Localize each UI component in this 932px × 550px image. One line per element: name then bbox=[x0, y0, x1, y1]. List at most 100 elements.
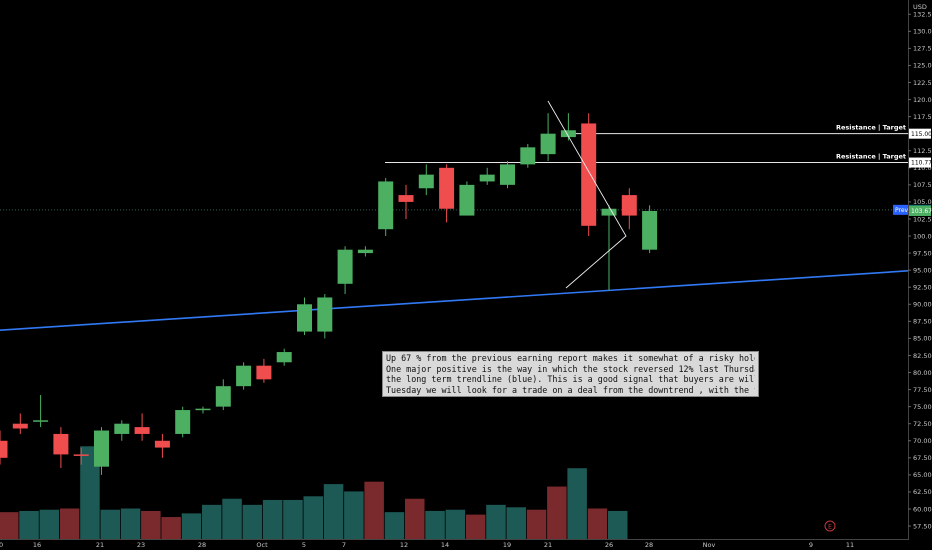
candle-body bbox=[215, 386, 231, 407]
candle-body bbox=[581, 123, 597, 226]
x-tick-label: 28 bbox=[645, 541, 653, 549]
volume-bar bbox=[526, 509, 547, 539]
candle-body bbox=[134, 427, 150, 434]
candle-body bbox=[154, 440, 170, 448]
resistance-label: Resistance | Target bbox=[836, 153, 906, 162]
note-line-3: the long term trendline (blue). This is … bbox=[386, 374, 755, 385]
candle-body bbox=[560, 130, 576, 138]
x-tick-label: 0 bbox=[0, 541, 3, 549]
x-tick-label: 19 bbox=[503, 541, 511, 549]
y-tick-label: 90.00 bbox=[913, 301, 932, 309]
candle-body bbox=[317, 297, 333, 332]
earnings-marker bbox=[824, 520, 836, 532]
y-tick-label: 62.50 bbox=[913, 488, 932, 496]
x-tick-label: 28 bbox=[198, 541, 206, 549]
volume-bar bbox=[547, 486, 567, 539]
volume-bar bbox=[100, 509, 120, 539]
candle-body bbox=[540, 133, 556, 155]
volume-bar bbox=[384, 512, 405, 539]
candle-body bbox=[114, 423, 130, 434]
x-tick-label: 7 bbox=[342, 541, 346, 549]
volume-bar bbox=[465, 514, 486, 539]
volume-bar bbox=[181, 513, 202, 539]
candle-body bbox=[439, 167, 455, 209]
x-tick-label: Oct bbox=[256, 541, 268, 549]
resistance-label: Resistance | Target bbox=[836, 124, 906, 133]
candle-body bbox=[418, 174, 434, 189]
candle-body bbox=[357, 249, 373, 254]
volume-bar bbox=[486, 504, 506, 539]
resistance-price-tag: 115.00 bbox=[911, 131, 932, 138]
volume-bar bbox=[323, 484, 344, 539]
y-tick-label: 102.50 bbox=[913, 215, 932, 223]
y-tick-label: 122.50 bbox=[913, 79, 932, 87]
y-tick-label: 92.50 bbox=[913, 284, 932, 292]
candle-body bbox=[459, 184, 475, 216]
candle-body bbox=[33, 420, 49, 422]
volume-bar bbox=[608, 510, 628, 539]
y-tick-label: 120.00 bbox=[913, 96, 932, 104]
candle-body bbox=[500, 164, 515, 185]
y-tick-label: 87.50 bbox=[913, 318, 932, 326]
volume-bar bbox=[19, 510, 39, 539]
candle-body bbox=[378, 181, 394, 230]
y-tick-label: 125.00 bbox=[913, 62, 932, 70]
x-tick-label: 16 bbox=[33, 541, 41, 549]
x-tick-label: 23 bbox=[137, 541, 145, 549]
volume-bar bbox=[405, 498, 425, 539]
y-tick-label: 127.50 bbox=[913, 45, 932, 53]
resistance-price-tag-bg bbox=[909, 128, 931, 139]
candle-body bbox=[195, 408, 211, 411]
candle-body bbox=[398, 195, 414, 202]
y-tick-label: 110.00 bbox=[913, 164, 932, 172]
resistance-price-tag: 110.77 bbox=[911, 160, 932, 167]
candle-body bbox=[642, 210, 658, 250]
volume-bar bbox=[364, 481, 384, 539]
volume-bar bbox=[120, 508, 141, 539]
currency-label: USD bbox=[913, 3, 927, 11]
x-tick-label: 9 bbox=[809, 541, 813, 549]
volume-bar bbox=[80, 446, 100, 539]
y-tick-label: 65.00 bbox=[913, 471, 932, 479]
candle-body bbox=[479, 174, 495, 182]
volume-bar bbox=[425, 510, 445, 539]
volume-bar bbox=[242, 504, 263, 539]
volume-bar bbox=[303, 496, 323, 539]
triangle-pattern bbox=[547, 100, 627, 289]
note-line-4: Tuesday we will look for a trade on a de… bbox=[386, 384, 755, 395]
volume-bar bbox=[445, 509, 466, 539]
x-tick-label: Nov bbox=[703, 541, 716, 549]
candle-body bbox=[236, 365, 252, 387]
volume-bar bbox=[506, 507, 526, 539]
y-tick-label: 70.00 bbox=[913, 437, 932, 445]
note-line-2: One major positive is the way in which t… bbox=[386, 363, 755, 374]
y-tick-label: 72.50 bbox=[913, 420, 932, 428]
y-tick-label: 132.50 bbox=[913, 11, 932, 19]
candle-body bbox=[276, 352, 292, 363]
y-tick-label: 80.00 bbox=[913, 369, 932, 377]
y-tick-label: 130.00 bbox=[913, 28, 932, 36]
volume-bar bbox=[587, 508, 608, 539]
volume-bar bbox=[141, 510, 161, 539]
y-tick-label: 82.50 bbox=[913, 352, 932, 360]
y-tick-label: 112.50 bbox=[913, 147, 932, 155]
analysis-note: Up 67 % from the previous earning report… bbox=[382, 351, 759, 398]
volume-bar bbox=[283, 499, 303, 539]
x-tick-label: 26 bbox=[605, 541, 613, 549]
volume-bar bbox=[344, 491, 364, 539]
resistance-price-tag-bg bbox=[909, 157, 931, 168]
x-tick-label: 11 bbox=[846, 541, 854, 549]
volume-bar bbox=[262, 499, 283, 539]
volume-bar bbox=[0, 512, 19, 539]
trendline bbox=[0, 270, 909, 332]
x-tick-label: 12 bbox=[400, 541, 408, 549]
last-price-tag-bg bbox=[909, 205, 931, 216]
y-tick-label: 75.00 bbox=[913, 403, 932, 411]
y-tick-label: 60.00 bbox=[913, 505, 932, 513]
volume-bar bbox=[567, 468, 587, 539]
y-tick-label: 105.00 bbox=[913, 198, 932, 206]
candle-body bbox=[73, 454, 89, 456]
note-line-1: Up 67 % from the previous earning report… bbox=[386, 353, 755, 363]
